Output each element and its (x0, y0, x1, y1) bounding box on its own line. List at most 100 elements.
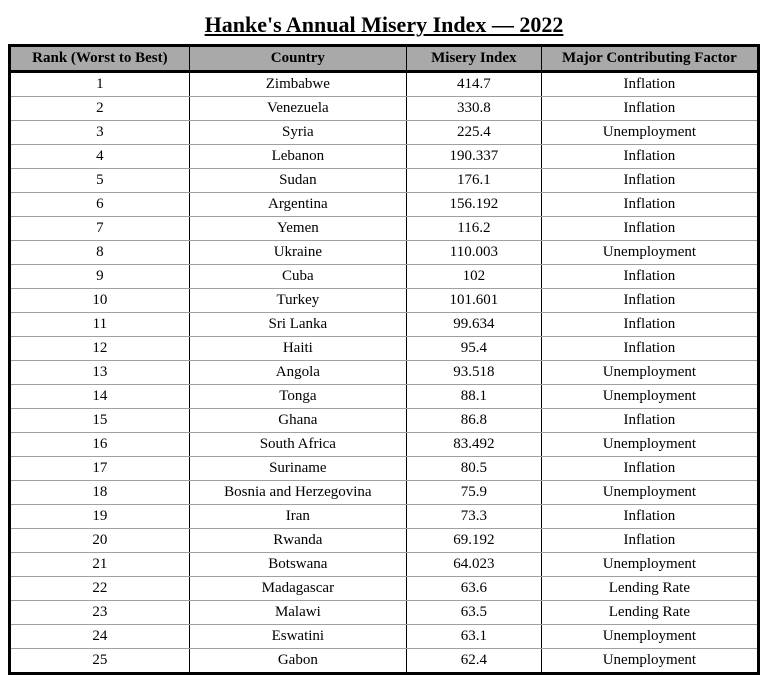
cell-country: Suriname (189, 457, 406, 481)
cell-country: Tonga (189, 385, 406, 409)
cell-country: South Africa (189, 433, 406, 457)
cell-misery: 99.634 (406, 313, 541, 337)
cell-misery: 102 (406, 265, 541, 289)
table-row: 21Botswana64.023Unemployment (10, 553, 759, 577)
cell-factor: Inflation (541, 97, 758, 121)
cell-misery: 414.7 (406, 72, 541, 97)
cell-country: Ghana (189, 409, 406, 433)
table-row: 5Sudan176.1Inflation (10, 169, 759, 193)
cell-country: Venezuela (189, 97, 406, 121)
cell-country: Ukraine (189, 241, 406, 265)
cell-misery: 63.5 (406, 601, 541, 625)
cell-rank: 19 (10, 505, 190, 529)
cell-misery: 330.8 (406, 97, 541, 121)
cell-country: Lebanon (189, 145, 406, 169)
cell-misery: 63.1 (406, 625, 541, 649)
cell-rank: 5 (10, 169, 190, 193)
table-row: 13Angola93.518Unemployment (10, 361, 759, 385)
col-header-rank: Rank (Worst to Best) (10, 46, 190, 72)
cell-misery: 176.1 (406, 169, 541, 193)
cell-factor: Inflation (541, 313, 758, 337)
table-row: 20Rwanda69.192Inflation (10, 529, 759, 553)
cell-country: Sri Lanka (189, 313, 406, 337)
table-row: 14Tonga88.1Unemployment (10, 385, 759, 409)
cell-country: Argentina (189, 193, 406, 217)
cell-factor: Unemployment (541, 121, 758, 145)
cell-country: Rwanda (189, 529, 406, 553)
cell-factor: Inflation (541, 169, 758, 193)
cell-country: Cuba (189, 265, 406, 289)
table-row: 15Ghana86.8Inflation (10, 409, 759, 433)
cell-rank: 8 (10, 241, 190, 265)
col-header-misery: Misery Index (406, 46, 541, 72)
table-row: 9Cuba102Inflation (10, 265, 759, 289)
table-row: 11Sri Lanka99.634Inflation (10, 313, 759, 337)
cell-factor: Inflation (541, 409, 758, 433)
cell-misery: 190.337 (406, 145, 541, 169)
cell-factor: Inflation (541, 217, 758, 241)
table-row: 1Zimbabwe414.7Inflation (10, 72, 759, 97)
cell-rank: 12 (10, 337, 190, 361)
cell-rank: 14 (10, 385, 190, 409)
cell-country: Iran (189, 505, 406, 529)
cell-rank: 22 (10, 577, 190, 601)
cell-rank: 4 (10, 145, 190, 169)
cell-factor: Inflation (541, 337, 758, 361)
cell-country: Botswana (189, 553, 406, 577)
cell-rank: 7 (10, 217, 190, 241)
cell-misery: 83.492 (406, 433, 541, 457)
table-row: 24Eswatini63.1Unemployment (10, 625, 759, 649)
cell-misery: 86.8 (406, 409, 541, 433)
table-row: 3Syria225.4Unemployment (10, 121, 759, 145)
cell-country: Zimbabwe (189, 72, 406, 97)
cell-misery: 93.518 (406, 361, 541, 385)
cell-country: Haiti (189, 337, 406, 361)
cell-misery: 225.4 (406, 121, 541, 145)
cell-misery: 88.1 (406, 385, 541, 409)
table-row: 2Venezuela330.8Inflation (10, 97, 759, 121)
cell-factor: Unemployment (541, 241, 758, 265)
cell-rank: 25 (10, 649, 190, 674)
cell-factor: Inflation (541, 505, 758, 529)
cell-factor: Unemployment (541, 625, 758, 649)
cell-rank: 23 (10, 601, 190, 625)
cell-misery: 62.4 (406, 649, 541, 674)
cell-rank: 18 (10, 481, 190, 505)
cell-rank: 17 (10, 457, 190, 481)
cell-rank: 1 (10, 72, 190, 97)
cell-misery: 101.601 (406, 289, 541, 313)
cell-factor: Inflation (541, 193, 758, 217)
cell-country: Angola (189, 361, 406, 385)
table-row: 8Ukraine110.003Unemployment (10, 241, 759, 265)
page-title: Hanke's Annual Misery Index — 2022 (8, 12, 760, 38)
cell-rank: 20 (10, 529, 190, 553)
cell-rank: 10 (10, 289, 190, 313)
cell-rank: 13 (10, 361, 190, 385)
table-row: 10Turkey101.601Inflation (10, 289, 759, 313)
table-row: 18Bosnia and Herzegovina75.9Unemployment (10, 481, 759, 505)
cell-rank: 24 (10, 625, 190, 649)
cell-rank: 15 (10, 409, 190, 433)
cell-country: Bosnia and Herzegovina (189, 481, 406, 505)
table-header-row: Rank (Worst to Best) Country Misery Inde… (10, 46, 759, 72)
cell-factor: Lending Rate (541, 601, 758, 625)
cell-factor: Unemployment (541, 649, 758, 674)
cell-country: Turkey (189, 289, 406, 313)
cell-country: Malawi (189, 601, 406, 625)
cell-rank: 2 (10, 97, 190, 121)
cell-factor: Lending Rate (541, 577, 758, 601)
cell-misery: 110.003 (406, 241, 541, 265)
cell-rank: 6 (10, 193, 190, 217)
col-header-country: Country (189, 46, 406, 72)
table-row: 12Haiti95.4Inflation (10, 337, 759, 361)
cell-factor: Unemployment (541, 481, 758, 505)
cell-misery: 75.9 (406, 481, 541, 505)
col-header-factor: Major Contributing Factor (541, 46, 758, 72)
cell-factor: Inflation (541, 457, 758, 481)
cell-rank: 3 (10, 121, 190, 145)
cell-country: Yemen (189, 217, 406, 241)
cell-factor: Unemployment (541, 553, 758, 577)
table-row: 25Gabon62.4Unemployment (10, 649, 759, 674)
cell-misery: 69.192 (406, 529, 541, 553)
cell-factor: Inflation (541, 145, 758, 169)
